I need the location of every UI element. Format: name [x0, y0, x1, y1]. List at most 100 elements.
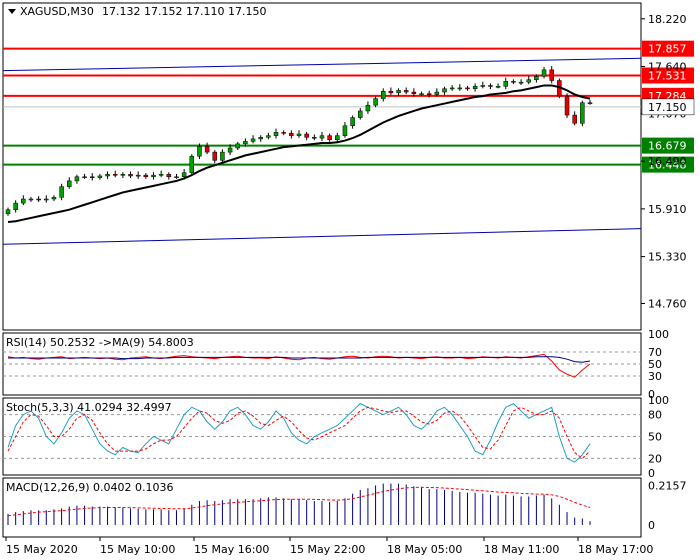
- price-tick-label: 17.640: [648, 61, 687, 74]
- candle-up: [243, 141, 248, 145]
- candle-up: [235, 143, 240, 149]
- candle-up: [97, 175, 103, 178]
- candle-up: [534, 76, 539, 80]
- macd-tick-label: 0.2157: [648, 479, 687, 492]
- candle-up: [434, 91, 440, 95]
- candle-up: [59, 186, 64, 198]
- price-tick-label: 18.220: [648, 13, 687, 26]
- candle-down: [112, 174, 118, 176]
- macd-tick-label: 0: [648, 519, 655, 532]
- channel-lower-line: [2, 228, 642, 245]
- candle-up: [449, 87, 455, 90]
- time-tick-label: 15 May 22:00: [290, 543, 365, 556]
- candle-down: [572, 114, 577, 124]
- candle-up: [503, 81, 509, 87]
- candle-up: [220, 151, 225, 161]
- candle-up: [82, 176, 87, 179]
- time-tick-label: 15 May 2020: [6, 543, 78, 556]
- candle-up: [189, 155, 195, 173]
- rsi-layer: [3, 351, 641, 378]
- rsi-tick-label: 100: [648, 328, 669, 341]
- candle-up: [21, 198, 26, 204]
- candle-up: [526, 79, 531, 83]
- candle-up: [273, 132, 279, 136]
- candle-up: [105, 174, 110, 177]
- moving-average-line: [7, 84, 591, 224]
- candle-up: [419, 93, 424, 95]
- rsi-tick-label: 0: [648, 388, 655, 401]
- current-price-label: 17.150: [648, 101, 687, 114]
- level-label: 17.857: [648, 43, 687, 56]
- candle-up: [580, 102, 585, 124]
- level-tag: [642, 40, 694, 57]
- macd-label: MACD(12,26,9) 0.0402 0.1036: [6, 481, 174, 494]
- candle-down: [281, 132, 286, 134]
- candle-up: [358, 110, 363, 118]
- candle-up: [197, 146, 202, 157]
- candle-down: [488, 85, 493, 87]
- candle-down: [166, 174, 172, 178]
- candle-up: [151, 174, 156, 178]
- stoch-tick-label: 0: [648, 467, 655, 480]
- macd-signal-line: [7, 486, 591, 517]
- level-tag: [642, 156, 694, 173]
- time-tick-label: 18 May 17:00: [578, 543, 653, 556]
- stoch-label: Stoch(5,3,3) 41.0294 32.4997: [6, 401, 172, 414]
- stoch-main-line: [7, 403, 591, 463]
- candle-down: [411, 91, 417, 94]
- candle-up: [457, 87, 463, 90]
- candle-down: [204, 146, 210, 153]
- candle-up: [365, 104, 371, 112]
- candle-down: [212, 151, 218, 161]
- channel-upper-line: [2, 57, 642, 72]
- stoch-tick-label: 50: [648, 431, 662, 444]
- stoch-tick-label: 20: [648, 452, 662, 465]
- candle-down: [289, 132, 294, 136]
- candle-up: [541, 69, 547, 77]
- candle-up: [174, 176, 179, 179]
- candle-up: [342, 125, 348, 136]
- price-tick-label: 16.490: [648, 155, 687, 168]
- candle-up: [51, 197, 57, 200]
- rsi-label: RSI(14) 50.2532 ->MA(9) 54.8003: [6, 336, 194, 349]
- price-tick-label: 15.910: [648, 203, 687, 216]
- rsi-tick-label: 50: [648, 358, 662, 371]
- stoch-tick-label: 80: [648, 409, 662, 422]
- time-tick-label: 18 May 11:00: [484, 543, 559, 556]
- stoch-tick-label: 100: [648, 394, 669, 407]
- candle-up: [13, 202, 18, 210]
- candle-up: [480, 85, 486, 87]
- candle-up: [135, 174, 141, 177]
- candle-up: [587, 102, 593, 104]
- price-pane: [2, 2, 642, 331]
- candle-up: [442, 88, 447, 93]
- candle-up: [5, 209, 11, 215]
- level-label: 16.448: [648, 159, 687, 172]
- candle-up: [266, 135, 271, 138]
- time-tick-label: 18 May 05:00: [387, 543, 462, 556]
- candle-down: [388, 90, 394, 94]
- time-tick-label: 15 May 10:00: [100, 543, 175, 556]
- candle-up: [120, 174, 126, 176]
- level-label: 17.531: [648, 70, 687, 83]
- candle-down: [36, 198, 41, 201]
- candle-down: [511, 81, 516, 83]
- stoch-signal-line: [7, 406, 591, 460]
- level-tag: [642, 137, 694, 154]
- candle-up: [258, 137, 263, 140]
- symbol-label: XAGUSD,M30: [20, 5, 94, 18]
- candle-up: [380, 90, 386, 99]
- price-tick-label: 15.330: [648, 251, 687, 264]
- candle-up: [250, 138, 256, 142]
- level-tag: [642, 67, 694, 84]
- candle-up: [181, 172, 187, 178]
- candle-down: [465, 87, 470, 90]
- price-layer: [2, 47, 642, 245]
- dropdown-triangle-icon[interactable]: [8, 9, 16, 14]
- current-price-tag: [641, 98, 695, 116]
- candle-up: [350, 117, 355, 127]
- rsi-tick-label: 30: [648, 370, 662, 383]
- candle-up: [227, 147, 233, 153]
- axis-layer: 17.85717.53117.28416.67916.44818.22017.6…: [5, 13, 695, 556]
- candle-up: [28, 198, 34, 201]
